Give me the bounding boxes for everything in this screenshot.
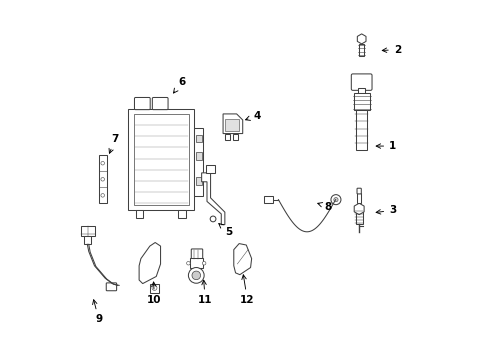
Bar xyxy=(196,153,201,160)
FancyBboxPatch shape xyxy=(350,74,371,90)
Circle shape xyxy=(101,177,104,181)
Bar xyxy=(196,135,201,143)
Text: 4: 4 xyxy=(245,111,260,121)
Bar xyxy=(196,177,201,185)
Polygon shape xyxy=(139,243,160,284)
Bar xyxy=(357,88,365,94)
FancyBboxPatch shape xyxy=(152,98,168,110)
Circle shape xyxy=(101,194,104,197)
Bar xyxy=(358,44,364,56)
FancyBboxPatch shape xyxy=(191,249,203,259)
Bar xyxy=(356,193,361,203)
Text: 6: 6 xyxy=(173,77,185,93)
Polygon shape xyxy=(357,34,365,44)
Bar xyxy=(355,209,362,224)
Circle shape xyxy=(210,216,216,222)
Bar xyxy=(178,210,185,218)
Circle shape xyxy=(330,195,340,204)
Text: 10: 10 xyxy=(147,282,162,305)
Bar xyxy=(81,226,95,237)
Circle shape xyxy=(186,261,190,265)
Bar xyxy=(189,258,203,268)
Bar xyxy=(353,93,369,111)
Text: 12: 12 xyxy=(240,275,254,305)
Text: 1: 1 xyxy=(375,141,396,151)
Bar xyxy=(149,284,159,293)
Text: 8: 8 xyxy=(317,202,331,212)
Text: 11: 11 xyxy=(198,280,212,305)
Bar xyxy=(233,134,238,140)
Text: 2: 2 xyxy=(382,45,400,55)
Bar xyxy=(224,134,229,140)
Bar xyxy=(135,210,142,218)
Circle shape xyxy=(333,198,337,202)
FancyBboxPatch shape xyxy=(106,283,116,291)
FancyBboxPatch shape xyxy=(134,98,150,110)
Circle shape xyxy=(101,161,104,165)
Bar xyxy=(225,119,238,131)
Text: 9: 9 xyxy=(92,300,102,324)
Bar xyxy=(99,155,106,203)
Polygon shape xyxy=(201,173,224,225)
Text: 5: 5 xyxy=(218,224,232,237)
Bar xyxy=(355,111,366,150)
Bar xyxy=(264,196,272,203)
FancyBboxPatch shape xyxy=(356,188,361,194)
Circle shape xyxy=(152,285,157,291)
Bar xyxy=(205,165,214,173)
Polygon shape xyxy=(233,244,251,275)
Text: 7: 7 xyxy=(109,134,119,153)
Bar xyxy=(134,114,189,205)
Bar xyxy=(83,237,91,244)
Circle shape xyxy=(202,261,205,265)
Polygon shape xyxy=(223,114,242,134)
Bar xyxy=(194,128,203,196)
Polygon shape xyxy=(353,203,364,215)
Circle shape xyxy=(188,267,203,283)
Text: 3: 3 xyxy=(375,205,396,215)
Bar xyxy=(128,109,194,210)
Circle shape xyxy=(192,271,200,280)
